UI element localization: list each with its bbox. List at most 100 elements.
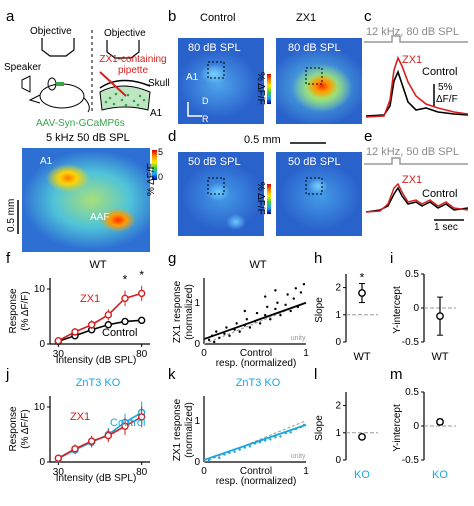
panel-letter-g: g	[168, 250, 177, 267]
y-axis-label-2: (normalized)	[184, 284, 195, 340]
data-point	[248, 326, 252, 329]
significance-star: *	[123, 273, 128, 287]
y-axis-label-2: (normalized)	[184, 402, 195, 458]
map-a-cbar-unit: % ΔF/F	[146, 163, 157, 196]
data-point	[104, 431, 113, 440]
panel-d-roi-boxes	[207, 177, 323, 195]
y-axis-label-1: ZX1 response	[172, 280, 183, 343]
skull-label: Skull	[148, 78, 170, 89]
virus-label: AAV-Syn-GCaMP6s	[36, 118, 125, 129]
data-point	[299, 291, 303, 294]
y-tick-label: 0	[194, 339, 200, 350]
data-point	[286, 293, 289, 296]
data-point	[284, 303, 287, 307]
map-a-scale-bar	[17, 200, 19, 234]
map-a-a1-label: A1	[40, 156, 53, 167]
series-label-control: Control	[102, 327, 137, 339]
panel-letter-l: l	[314, 366, 318, 383]
x-axis-label-1: Control	[240, 348, 272, 359]
data-point	[104, 321, 113, 329]
data-point	[264, 295, 267, 298]
unity-line	[203, 420, 307, 463]
significance-star: *	[139, 268, 144, 282]
y-axis-label: Slope	[314, 297, 325, 323]
data-point	[358, 289, 366, 297]
y-tick-label: 0	[413, 421, 419, 432]
panel-d-cbar-unit: % ΔF/F	[255, 182, 266, 215]
panel-letter-c: c	[364, 8, 372, 25]
panel-b-col2: ZX1	[296, 12, 317, 24]
panel-c-control-label: Control	[422, 66, 458, 78]
panel-letter-i: i	[390, 250, 394, 267]
panel-b-map-control	[178, 38, 264, 124]
data-point	[289, 431, 292, 434]
data-point	[137, 316, 146, 325]
panel-letter-h: h	[314, 250, 323, 267]
y-tick-label: 0	[39, 457, 45, 468]
x-tick-label: 1	[303, 348, 309, 359]
x-tick-label: 0	[201, 466, 207, 477]
y-tick-label: 0	[194, 457, 200, 468]
data-point	[121, 294, 129, 303]
x-axis-label-1: Control	[240, 466, 272, 477]
panel-d-map-zx1	[276, 152, 362, 236]
data-point	[436, 312, 444, 321]
data-point	[137, 289, 146, 298]
objective-label-1: Objective	[30, 26, 72, 37]
chart-m: 0.5 0 -0.5 Y-intercept KO	[392, 387, 456, 481]
y-axis-label-1: Response	[8, 288, 19, 333]
data-point	[302, 282, 306, 286]
map-a-colorbar	[152, 150, 157, 180]
a1-schematic-label: A1	[150, 108, 163, 119]
data-point	[358, 432, 366, 441]
pipette-label: ZX1-containing pipette	[99, 54, 167, 76]
data-point	[215, 330, 218, 333]
x-axis-label-2: resp. (normalized)	[216, 358, 297, 369]
panel-b-a1-label: A1	[186, 72, 199, 83]
data-point	[269, 438, 272, 441]
panel-c-scale-label: 5%	[438, 82, 453, 93]
data-point	[266, 305, 269, 309]
panel-letter-a: a	[6, 8, 15, 25]
y-tick-label: 1	[335, 310, 341, 321]
data-point	[121, 317, 129, 326]
data-point	[87, 321, 96, 329]
panel-letter-b: b	[168, 8, 177, 25]
panel-e-zx1-label: ZX1	[402, 174, 423, 186]
y-tick-label: 2	[335, 283, 341, 294]
fit-line	[203, 424, 307, 461]
y-tick-label: 10	[34, 284, 46, 295]
data-point	[274, 289, 277, 292]
data-point	[218, 456, 221, 460]
panel-letter-k: k	[168, 366, 176, 383]
data-point	[436, 418, 444, 426]
panel-b-cbar-unit: % ΔF/F	[255, 72, 266, 105]
data-point	[71, 328, 79, 336]
data-point	[289, 309, 292, 313]
data-point	[225, 326, 228, 329]
data-point	[71, 445, 79, 453]
panel-b-colorbar	[267, 74, 271, 104]
data-point	[269, 318, 272, 321]
panel-letter-f: f	[6, 250, 11, 267]
data-point	[264, 313, 267, 317]
panel-e-stim-label: 12 kHz, 50 dB SPL	[366, 146, 459, 158]
data-point	[279, 435, 282, 438]
data-point	[54, 454, 63, 462]
data-point	[137, 413, 146, 421]
panel-b-r-label: R	[202, 114, 209, 124]
data-point	[228, 334, 231, 337]
panel-e-scale-label: 1 sec	[434, 222, 458, 233]
data-point	[279, 313, 282, 317]
data-point	[238, 330, 241, 333]
data-point	[245, 318, 249, 321]
unity-label: unity	[291, 335, 306, 342]
map-a-cbar-bottom: 0	[158, 172, 164, 182]
data-point	[243, 309, 246, 313]
y-tick-label: 2	[335, 401, 341, 412]
group-label: WT	[431, 351, 448, 363]
chart-i: 0.5 0 -0.5 Y-intercept WT	[392, 269, 456, 363]
panel-c-zx1-label: ZX1	[402, 54, 423, 66]
